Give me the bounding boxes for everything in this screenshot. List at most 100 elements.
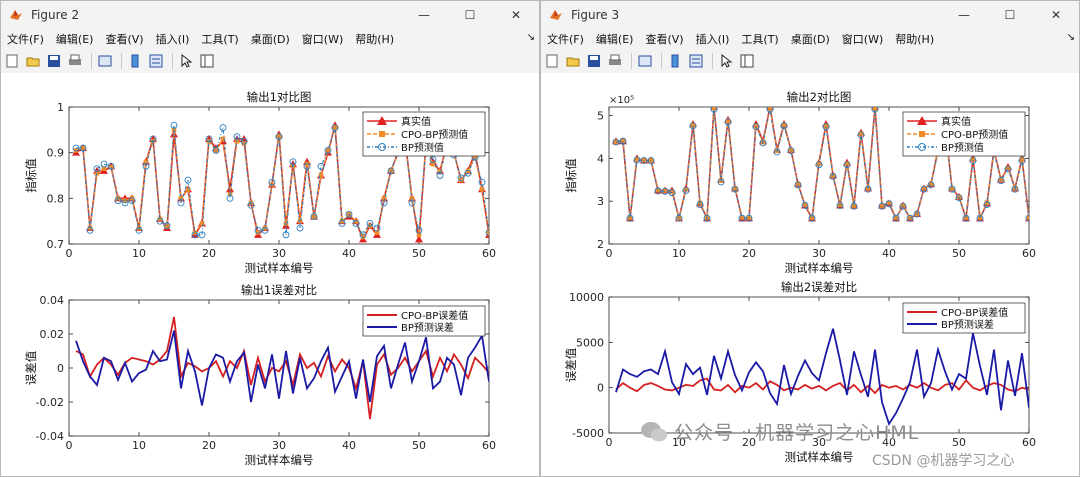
maximize-button[interactable]: ☐ [1004,8,1016,22]
bp-marker [219,124,227,131]
minimize-button[interactable]: — [958,8,970,22]
print-icon[interactable] [66,52,84,70]
menu-view[interactable]: 查看(V) [105,33,144,46]
cpo-marker [1026,215,1029,220]
figure-3-plots[interactable]: 0 10 20 30 40 50 602345输出2对比图测试样本编号指标值×10⁵真实值C… [541,73,1079,476]
bp-marker [436,172,444,179]
bp-marker [163,222,171,230]
x-tick-label: 40 [342,247,356,260]
y-tick-label: 5 [597,110,604,123]
menu-edit[interactable]: 编辑(E) [595,33,634,46]
bp-marker [1018,157,1026,164]
cpo-marker [858,131,864,136]
menu-desktop[interactable]: 桌面(D) [790,33,830,46]
cpo-marker [101,166,107,171]
cpo-marker [486,230,489,235]
legend-marker [379,131,385,137]
cpo-marker [185,186,191,192]
bp-marker [962,214,970,222]
cpo-marker [465,168,471,174]
property-inspector-icon[interactable] [198,52,216,70]
bp-marker [478,178,486,186]
legend-label: BP预测值 [401,141,444,154]
cpo-marker [711,107,717,111]
save-icon[interactable] [585,52,603,70]
legend-box [902,302,1026,334]
menu-help[interactable]: 帮助(H) [355,33,395,46]
open-folder-icon[interactable] [564,52,582,70]
menu-view[interactable]: 查看(V) [645,33,684,46]
cpo-marker [437,168,443,174]
title-bar[interactable]: Figure 3 — ☐ ✕ [541,1,1079,29]
figure-canvas: 0 10 20 30 40 50 60 2 3 4 5 输出2对比图 测试样本编号 指标值 ×10⁵ 真实值 C… [541,73,1079,476]
cpo-marker [416,232,422,238]
menu-file[interactable]: 文件(F) [547,33,584,46]
legend-icon[interactable] [147,52,165,70]
bp-marker [773,148,781,156]
pointer-icon[interactable] [177,52,195,70]
new-figure-icon[interactable] [543,52,561,70]
x-tick-label: 50 [952,247,966,260]
cpo-marker [472,154,478,160]
title-bar[interactable]: Figure 2 — ☐ ✕ [1,1,539,29]
bp-marker [128,197,136,205]
cpo-marker [318,173,324,178]
cpo-marker [458,177,464,183]
menu-insert[interactable]: 插入(I) [695,33,730,46]
y-tick-label: 10000 [569,291,604,304]
bp-marker [626,214,634,222]
menu-edit[interactable]: 编辑(E) [55,33,94,46]
menu-window[interactable]: 窗口(W) [301,33,344,46]
legend-box [362,305,486,337]
bp-marker [317,162,325,170]
close-button[interactable]: ✕ [510,8,522,22]
menu-desktop[interactable]: 桌面(D) [250,33,290,46]
new-figure-icon[interactable] [3,52,21,70]
menu-help[interactable]: 帮助(H) [895,33,935,46]
x-tick-label: 20 [742,436,756,449]
bp-marker [682,187,690,194]
bp-marker [948,185,956,193]
bp-marker [969,157,977,164]
open-folder-icon[interactable] [24,52,42,70]
legend-icon[interactable] [687,52,705,70]
cpo-marker [171,127,177,133]
menu-window[interactable]: 窗口(W) [841,33,884,46]
bp-marker [668,189,676,197]
bp-marker [366,219,374,227]
x-tick-label: 30 [812,247,826,260]
dock-arrow-icon[interactable]: ↘ [526,32,535,43]
close-button[interactable]: ✕ [1050,8,1062,22]
cpo-marker [872,107,878,112]
bp-marker [212,146,220,154]
figure-2-window: Figure 2 — ☐ ✕ 文件(F) 编辑(E) 查看(V) 插入(I) 工… [0,0,540,477]
x-tick-label: 20 [202,247,216,260]
pointer-icon[interactable] [717,52,735,70]
maximize-button[interactable]: ☐ [464,8,476,22]
print-icon[interactable] [606,52,624,70]
bp-marker [738,214,746,222]
bp-marker [268,178,276,186]
cpo-marker [374,230,380,235]
y-tick-label: 4 [597,152,604,165]
colorbar-icon[interactable] [666,52,684,70]
bp-marker [787,147,795,155]
cpo-marker [304,161,310,167]
menu-file[interactable]: 文件(F) [7,33,44,46]
bp-marker [731,185,739,193]
dock-arrow-icon[interactable]: ↘ [1066,32,1075,43]
property-inspector-icon[interactable] [738,52,756,70]
bp-marker [114,197,122,205]
menu-insert[interactable]: 插入(I) [155,33,190,46]
menu-tools[interactable]: 工具(T) [201,33,239,46]
bp-marker [100,160,108,168]
menu-tools[interactable]: 工具(T) [741,33,779,46]
save-icon[interactable] [45,52,63,70]
link-plot-icon[interactable] [96,52,114,70]
x-tick-label: 20 [742,247,756,260]
colorbar-icon[interactable] [126,52,144,70]
link-plot-icon[interactable] [636,52,654,70]
minimize-button[interactable]: — [418,8,430,22]
bp-marker [142,162,150,170]
